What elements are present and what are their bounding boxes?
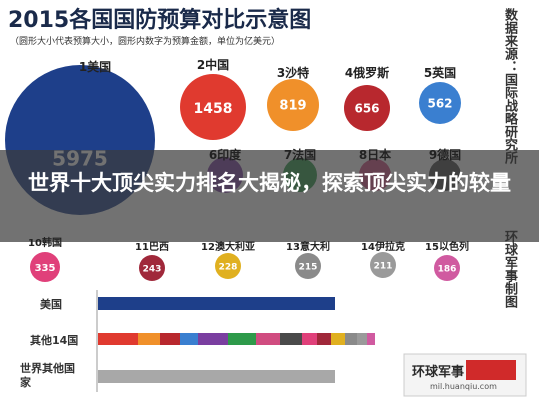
bar — [345, 333, 357, 345]
circle — [215, 253, 241, 279]
country-label: 8日本 — [358, 148, 392, 162]
country-label: 5英国 — [423, 66, 457, 80]
country-label: 14伊拉克 — [361, 242, 405, 253]
country-label: 3沙特 — [276, 66, 310, 80]
bar — [367, 333, 375, 345]
country-label: 13意大利 — [286, 242, 330, 253]
circle — [295, 253, 321, 279]
amount: 211 — [374, 262, 393, 272]
bar — [198, 333, 228, 345]
bar — [160, 333, 180, 345]
bar — [256, 333, 280, 345]
country-label: 2中国 — [196, 58, 230, 72]
amount: 335 — [35, 263, 56, 274]
country-label: 7法国 — [283, 148, 317, 162]
logo-name: 环球军事 — [412, 365, 465, 380]
country-label: 9德国 — [428, 148, 462, 162]
amount: 1458 — [194, 101, 233, 117]
country-label: 6印度 — [208, 148, 242, 162]
circle — [344, 85, 390, 131]
bar — [180, 333, 198, 345]
country-label: 4俄罗斯 — [344, 66, 390, 80]
amount: 656 — [354, 102, 379, 116]
country-label: 1美国 — [78, 60, 112, 74]
bar — [331, 333, 345, 345]
bar — [357, 333, 367, 345]
headline: 世界十大顶尖实力排名大揭秘，探索顶尖实力的较量 — [28, 171, 511, 195]
circle — [434, 255, 460, 281]
country-label: 11巴西 — [135, 242, 169, 253]
circle — [180, 74, 246, 140]
credit: 环球军事制图 — [502, 230, 517, 308]
bar-label: 其他14国 — [30, 334, 79, 347]
bar — [98, 370, 335, 383]
overlay-band — [0, 150, 539, 242]
amount: 819 — [279, 99, 306, 114]
bar — [98, 297, 335, 310]
bar — [228, 333, 256, 345]
amount: 243 — [143, 265, 162, 275]
bar-label: 世界其他国家 — [20, 362, 75, 389]
country-label: 12澳大利亚 — [201, 242, 255, 253]
circle — [267, 79, 319, 131]
country-label: 10韩国 — [28, 238, 62, 249]
title: 2015各国国防预算对比示意图 — [8, 8, 312, 33]
circle — [370, 252, 396, 278]
subtitle: （圆形大小代表预算大小，圆形内数字为预算金额，单位为亿美元） — [10, 37, 281, 47]
bar-label: 美国 — [40, 298, 62, 311]
circle — [419, 82, 461, 124]
amount: 186 — [438, 265, 457, 275]
amount: 562 — [427, 97, 452, 111]
logo-url: mil.huanqiu.com — [430, 382, 497, 391]
amount: 228 — [219, 263, 238, 273]
bar — [138, 333, 160, 345]
circle — [139, 255, 165, 281]
logo-badge — [466, 360, 516, 380]
circle — [30, 252, 60, 282]
bar — [98, 333, 138, 345]
source: 数据来源：国际战略研究所 — [502, 8, 517, 164]
bar — [317, 333, 331, 345]
country-label: 15以色列 — [425, 242, 469, 253]
amount: 215 — [299, 263, 318, 273]
bar — [280, 333, 302, 345]
bar — [302, 333, 317, 345]
